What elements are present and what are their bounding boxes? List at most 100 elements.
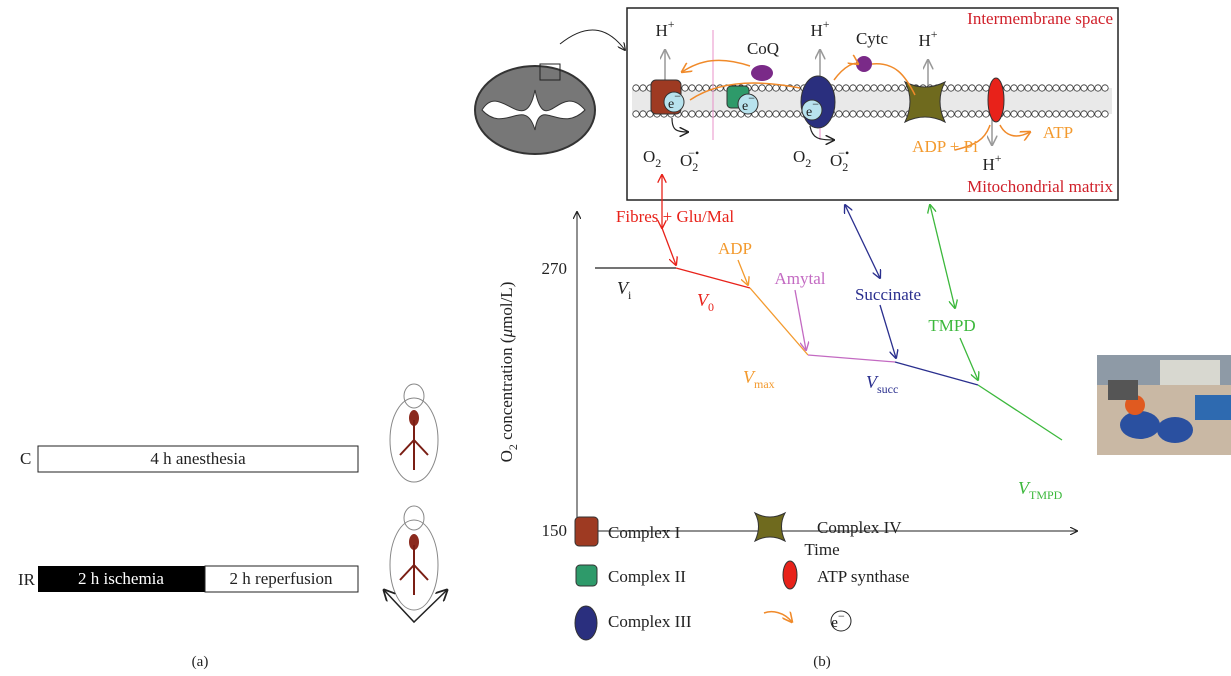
lipid <box>864 111 870 117</box>
figure: C 4 h anesthesia IR 2 h ischemia 2 h rep… <box>0 0 1231 676</box>
label-part: −• <box>838 146 849 160</box>
label-part: 2 <box>655 156 661 170</box>
lipid <box>696 85 702 91</box>
label-part: succ <box>877 382 898 396</box>
group-label: IR <box>18 570 36 589</box>
y-label-part: concentration ( <box>497 337 516 444</box>
lipid <box>696 111 702 117</box>
label-part: − <box>812 97 819 111</box>
lipid <box>1102 111 1108 117</box>
addition-label: TMPD <box>928 316 975 335</box>
label: Vmax <box>743 367 775 391</box>
zoom-arrow <box>560 30 625 50</box>
label-part: H <box>810 21 822 40</box>
label-part: −• <box>688 146 699 160</box>
legend-swatch <box>783 561 797 589</box>
lipid <box>1039 85 1045 91</box>
legend-swatch <box>576 565 597 586</box>
lipid <box>1074 85 1080 91</box>
x-axis-label: Time <box>804 540 839 559</box>
lipid <box>689 111 695 117</box>
label: Vsucc <box>866 372 898 396</box>
lipid <box>633 111 639 117</box>
lipid <box>843 85 849 91</box>
lipid <box>773 111 779 117</box>
lipid <box>983 85 989 91</box>
addition-label: Succinate <box>855 285 921 304</box>
trace <box>750 288 808 355</box>
legend-label: Complex I <box>608 523 681 542</box>
lipid <box>1095 85 1101 91</box>
lipid <box>1053 85 1059 91</box>
lipid <box>1067 111 1073 117</box>
lipid <box>780 111 786 117</box>
label-part: max <box>754 377 775 391</box>
label-part: Intermembrane space <box>967 9 1113 28</box>
trace <box>895 362 978 385</box>
coq <box>751 65 773 81</box>
panel-label: (a) <box>192 654 209 670</box>
lipid <box>766 85 772 91</box>
lipid <box>836 111 842 117</box>
phase-label: 2 h reperfusion <box>230 569 333 588</box>
y-tick-label: 150 <box>542 521 568 540</box>
label-part: ADP + Pi <box>912 137 978 156</box>
lipid <box>885 85 891 91</box>
lipid <box>850 111 856 117</box>
lipid <box>962 111 968 117</box>
addition-arrow <box>880 305 896 358</box>
lipid <box>724 111 730 117</box>
lipid <box>857 85 863 91</box>
label-part: Cytc <box>856 29 889 48</box>
label-part: ATP <box>1043 123 1073 142</box>
lipid <box>976 85 982 91</box>
label-part: H <box>655 21 667 40</box>
lipid <box>1018 85 1024 91</box>
phase-label: 2 h ischemia <box>78 569 164 588</box>
lipid <box>787 111 793 117</box>
label: ATP <box>1043 123 1073 142</box>
lipid <box>983 111 989 117</box>
lipid <box>766 111 772 117</box>
y-axis-label: O2 concentration (μmol/L) <box>497 282 520 463</box>
lipid <box>948 85 954 91</box>
lipid <box>1088 111 1094 117</box>
y-label-part: O <box>497 450 516 462</box>
addition-label: Amytal <box>775 269 826 288</box>
label: O2−• <box>680 146 699 174</box>
lipid <box>1025 85 1031 91</box>
addition-arrow <box>960 338 978 380</box>
lipid <box>955 85 961 91</box>
label: Vi <box>617 278 632 302</box>
rat-drawing <box>384 506 447 622</box>
label-part: − <box>674 89 681 103</box>
lipid <box>703 111 709 117</box>
label: Mitochondrial matrix <box>967 177 1113 196</box>
addition-arrow <box>738 260 748 285</box>
addition-label: ADP <box>718 239 752 258</box>
label: Intermembrane space <box>967 9 1113 28</box>
link-arrow <box>930 205 955 308</box>
label: Cytc <box>856 29 889 48</box>
lipid <box>1081 85 1087 91</box>
lipid <box>1032 85 1038 91</box>
lipid <box>1032 111 1038 117</box>
label: ADP + Pi <box>912 137 978 156</box>
lipid <box>836 85 842 91</box>
lipid <box>1088 85 1094 91</box>
label-part: + <box>823 17 830 31</box>
lipid <box>1025 111 1031 117</box>
lipid <box>1095 111 1101 117</box>
legend-swatch <box>575 606 597 640</box>
lipid <box>1004 85 1010 91</box>
lipid <box>955 111 961 117</box>
lipid <box>1060 85 1066 91</box>
y-tick-label: 270 <box>542 259 568 278</box>
label-part: 2 <box>805 156 811 170</box>
label-part: + <box>931 27 938 41</box>
lipid <box>682 85 688 91</box>
label-part: 2 <box>692 160 698 174</box>
legend-label: Complex III <box>608 612 692 631</box>
lipid <box>731 111 737 117</box>
lipid <box>759 111 765 117</box>
